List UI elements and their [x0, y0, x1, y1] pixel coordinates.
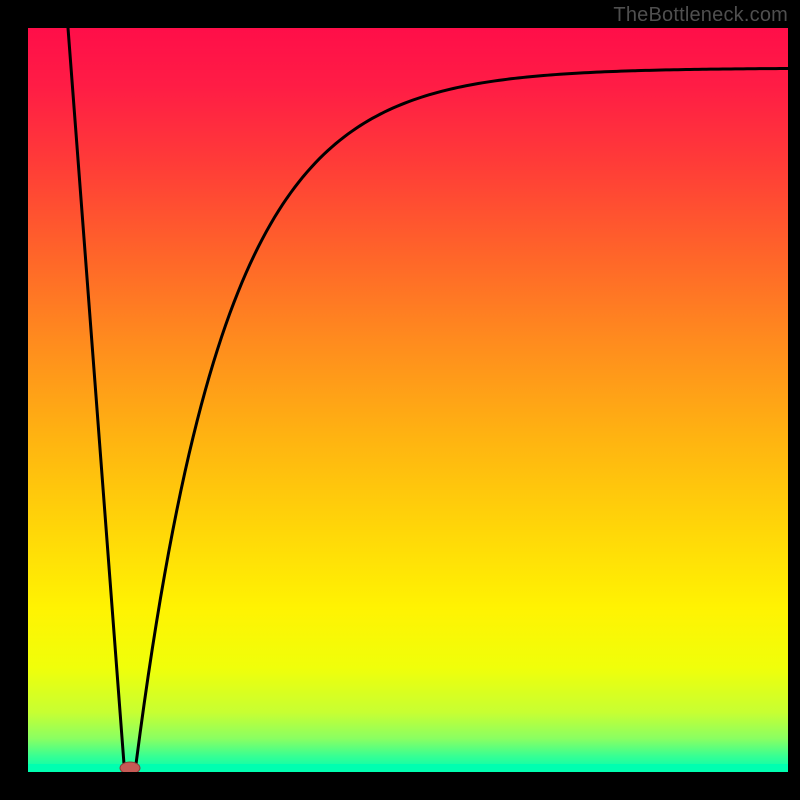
vertex-marker [120, 762, 140, 772]
chart-background [28, 28, 788, 772]
attribution-label: TheBottleneck.com [613, 4, 788, 27]
chart-svg [28, 28, 788, 772]
bottom-green-band [28, 764, 788, 772]
chart-container [28, 28, 788, 772]
